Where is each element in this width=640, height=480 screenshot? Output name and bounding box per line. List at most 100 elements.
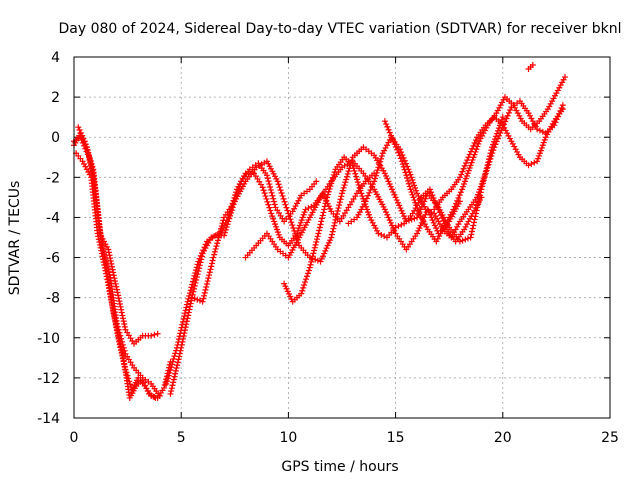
series-track-8 <box>242 158 463 261</box>
data-point <box>427 211 434 218</box>
data-point <box>412 185 419 192</box>
data-point <box>208 234 215 241</box>
data-point <box>479 178 486 185</box>
data-point <box>469 225 476 232</box>
y-tick-label: -8 <box>46 291 60 307</box>
data-point <box>338 193 345 200</box>
chart-title: Day 080 of 2024, Sidereal Day-to-day VTE… <box>59 21 622 37</box>
data-point <box>477 183 484 190</box>
data-point <box>89 163 96 170</box>
series-outlier <box>525 62 536 73</box>
data-point <box>430 219 437 226</box>
data-point <box>536 127 543 134</box>
data-point <box>402 169 409 176</box>
data-point <box>315 230 322 237</box>
data-point <box>188 294 195 301</box>
data-point <box>408 216 415 223</box>
data-point <box>395 223 402 230</box>
data-point <box>303 273 310 280</box>
data-point <box>384 175 391 182</box>
data-point <box>496 132 503 139</box>
data-point <box>263 195 270 202</box>
data-point <box>267 186 274 193</box>
data-point <box>118 306 125 313</box>
data-point <box>491 144 498 151</box>
data-point <box>476 186 483 193</box>
data-point <box>299 214 306 221</box>
data-point <box>198 253 205 260</box>
data-point <box>265 201 272 208</box>
data-point <box>318 215 325 222</box>
data-point <box>303 276 310 283</box>
data-point <box>373 169 380 176</box>
data-point <box>269 192 276 199</box>
data-point <box>299 287 306 294</box>
series-track-7 <box>188 114 506 305</box>
data-point <box>389 135 396 142</box>
data-point <box>408 189 415 196</box>
data-point <box>115 292 122 299</box>
data-point <box>534 126 541 133</box>
data-point <box>302 206 309 213</box>
data-point <box>345 168 352 175</box>
data-point <box>460 181 467 188</box>
data-point <box>323 197 330 204</box>
data-point <box>383 209 390 216</box>
data-point <box>185 309 192 316</box>
data-point <box>474 194 481 201</box>
data-point <box>359 193 366 200</box>
data-point <box>397 155 404 162</box>
data-point <box>318 218 325 225</box>
data-point <box>461 178 468 185</box>
data-point <box>487 155 494 162</box>
data-point <box>472 137 479 144</box>
data-point <box>154 330 161 337</box>
data-point <box>492 141 499 148</box>
data-point <box>318 255 325 262</box>
data-point <box>305 205 312 212</box>
data-point <box>396 202 403 209</box>
data-point <box>475 189 482 196</box>
data-point <box>83 143 90 150</box>
data-point <box>264 175 271 182</box>
data-point <box>378 155 385 162</box>
data-point <box>504 112 511 119</box>
data-point <box>499 114 506 121</box>
data-point <box>208 260 215 267</box>
data-point <box>174 362 181 369</box>
y-tick-labels: -14 -12 -10 -8 -6 -4 -2 0 2 4 <box>37 50 60 427</box>
data-point <box>468 228 475 235</box>
data-point <box>121 323 128 330</box>
data-point <box>336 202 343 209</box>
data-point <box>319 253 326 260</box>
data-point <box>391 227 398 234</box>
data-point <box>301 209 308 216</box>
data-point <box>537 147 544 154</box>
data-point <box>410 194 417 201</box>
data-point <box>363 195 370 202</box>
data-point <box>378 153 385 160</box>
data-point <box>97 241 104 248</box>
data-point <box>322 247 329 254</box>
data-point <box>164 378 171 385</box>
data-point <box>374 167 381 174</box>
data-point <box>414 214 421 221</box>
data-point <box>181 330 188 337</box>
data-point <box>168 361 175 368</box>
data-point <box>413 187 420 194</box>
data-point <box>196 265 203 272</box>
data-point <box>474 143 481 150</box>
data-point <box>306 264 313 271</box>
data-point <box>286 213 293 220</box>
data-point <box>493 138 500 145</box>
series-track-9 <box>281 154 485 305</box>
data-point <box>100 259 107 266</box>
data-point <box>218 225 225 232</box>
data-point <box>498 116 505 123</box>
data-point <box>201 292 208 299</box>
data-point <box>528 160 535 167</box>
data-point <box>333 213 340 220</box>
data-point <box>455 194 462 201</box>
data-point <box>337 196 344 203</box>
data-point <box>300 211 307 218</box>
